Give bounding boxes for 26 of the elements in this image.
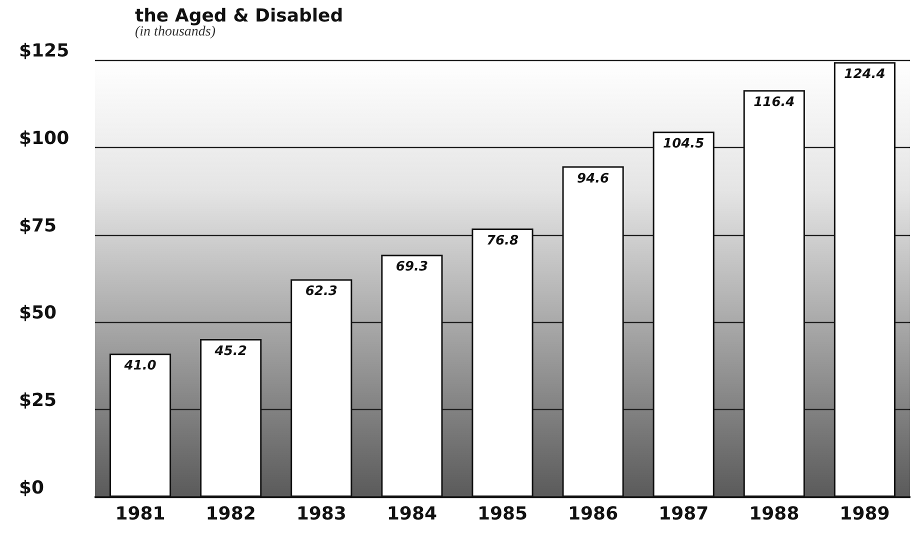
chart-title: the Aged & Disabled [135, 6, 344, 26]
x-tick-label: 1987 [658, 504, 709, 524]
data-label: 69.3 [396, 260, 428, 275]
x-tick-label: 1985 [477, 504, 528, 524]
x-tick-label: 1984 [386, 504, 437, 524]
x-tick-label: 1983 [296, 504, 346, 524]
y-tick-label: $25 [19, 390, 57, 412]
x-tick-label: 1982 [206, 504, 256, 524]
data-label: 116.4 [754, 95, 795, 110]
data-label: 45.2 [214, 344, 247, 359]
x-tick-label: 1986 [568, 504, 618, 524]
data-label: 62.3 [305, 284, 338, 300]
y-tick-label: $125 [19, 40, 70, 62]
x-tick-label: 1981 [115, 504, 166, 524]
data-label: 104.5 [663, 136, 704, 152]
x-tick-label: 1988 [749, 504, 800, 524]
data-label: 41.0 [123, 358, 156, 374]
y-tick-label: $75 [19, 215, 57, 236]
y-tick-label: $100 [19, 128, 70, 149]
y-tick-label: $50 [19, 302, 57, 324]
data-label: 94.6 [577, 171, 610, 186]
y-tick-label: $0 [19, 478, 44, 498]
data-label: 76.8 [486, 234, 519, 249]
x-tick-label: 1989 [840, 504, 890, 524]
chart-subtitle: (in thousands) [135, 24, 216, 40]
data-label: 124.4 [844, 67, 886, 82]
